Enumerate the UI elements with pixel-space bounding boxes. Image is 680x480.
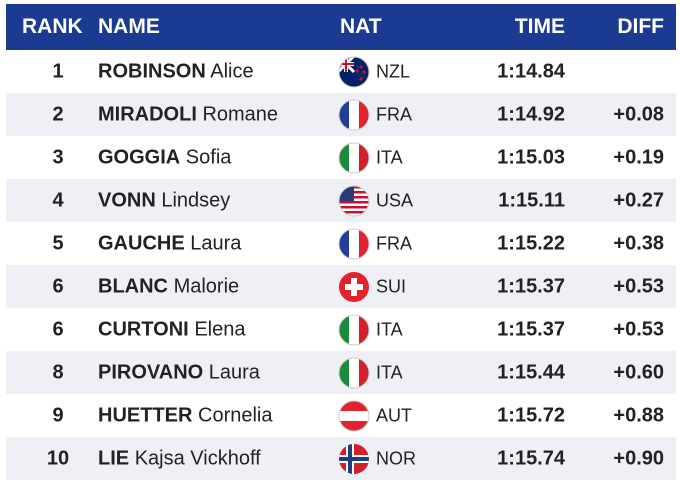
result-row: 1 ROBINSON Alice NZL 1:14.84 [6,50,676,93]
surname: GAUCHE [98,232,185,254]
athlete-name: GOGGIA Sofia [98,146,231,169]
time: 1:15.37 [497,275,565,297]
rank: 3 [52,146,64,168]
flag [338,443,370,475]
rank: 4 [52,189,64,211]
rank: 8 [52,361,64,383]
diff: +0.53 [613,318,664,340]
diff: +0.53 [613,275,664,297]
rank: 2 [52,103,64,125]
given-name: Kajsa Vickhoff [134,447,261,469]
time: 1:15.74 [497,447,565,469]
diff: +0.08 [613,103,664,125]
flag [338,142,370,174]
result-row: 6 CURTONI Elena ITA 1:15.37 +0.53 [6,308,676,351]
header-cell: NAME [98,15,160,38]
flag [338,99,370,131]
result-row: 5 GAUCHE Laura FRA 1:15.22 +0.38 [6,222,676,265]
flag [338,357,370,389]
given-name: Romane [202,103,279,125]
rank: 6 [52,275,64,297]
nation: NZL [376,61,411,81]
given-name: Cornelia [198,404,273,426]
rank: 6 [52,318,64,340]
diff: +0.60 [613,361,664,383]
nation: NOR [376,448,416,468]
given-name: Laura [190,232,242,254]
flag [338,56,370,88]
surname: GOGGIA [98,146,181,168]
flag [338,228,370,260]
diff: +0.90 [613,447,664,469]
nation: SUI [376,276,407,296]
time: 1:15.22 [497,232,565,254]
given-name: Sofia [185,146,232,168]
nation: ITA [376,362,403,382]
header-cell: DIFF [617,15,664,38]
nation: FRA [376,233,412,253]
result-row: 2 MIRADOLI Romane FRA 1:14.92 +0.08 [6,93,676,136]
flag [338,271,370,303]
result-row: 4 VONN Lindsey USA 1:15.11 +0.27 [6,179,676,222]
surname: MIRADOLI [98,103,197,125]
time: 1:15.37 [497,318,565,340]
time: 1:15.03 [497,146,565,168]
time: 1:14.84 [497,60,565,82]
header-cell: TIME [514,15,565,38]
result-row: 3 GOGGIA Sofia ITA 1:15.03 +0.19 [6,136,676,179]
surname: BLANC [98,275,168,297]
result-row: 10 LIE Kajsa Vickhoff NOR 1:15.74 +0.90 [6,437,676,480]
diff: +0.38 [613,232,664,254]
rank: 5 [52,232,64,254]
header-cell: NAT [340,15,382,38]
surname: LIE [98,447,130,469]
rank: 10 [46,447,70,469]
nation: USA [376,190,414,210]
header-row: RANK NAME NAT TIME DIFF [6,4,676,50]
nation: ITA [376,147,403,167]
surname: CURTONI [98,318,189,340]
time: 1:15.72 [497,404,565,426]
given-name: Malorie [173,275,240,297]
diff: +0.27 [613,189,664,211]
surname: HUETTER [98,404,193,426]
athlete-name: VONN Lindsey [98,189,230,212]
given-name: Elena [194,318,246,340]
athlete-name: CURTONI Elena [98,318,245,341]
athlete-name: GAUCHE Laura [98,232,241,255]
time: 1:15.44 [497,361,565,383]
rank: 9 [52,404,64,426]
surname: ROBINSON [98,60,206,82]
result-row: 8 PIROVANO Laura ITA 1:15.44 +0.60 [6,351,676,394]
athlete-name: HUETTER Cornelia [98,404,273,427]
nation: ITA [376,319,403,339]
surname: VONN [98,189,156,211]
athlete-name: ROBINSON Alice [98,60,254,83]
flag [338,314,370,346]
result-row: 6 BLANC Malorie SUI 1:15.37 +0.53 [6,265,676,308]
header-cell: RANK [22,15,83,38]
diff: +0.88 [613,404,664,426]
nation: FRA [376,104,412,124]
flag [338,185,370,217]
flag [338,400,370,432]
surname: PIROVANO [98,361,204,383]
given-name: Lindsey [161,189,231,211]
athlete-name: MIRADOLI Romane [98,103,278,126]
time: 1:14.92 [497,103,565,125]
athlete-name: BLANC Malorie [98,275,239,298]
nation: AUT [376,405,412,425]
rank: 1 [52,60,64,82]
given-name: Laura [208,361,260,383]
diff: +0.19 [613,146,664,168]
given-name: Alice [210,60,254,82]
athlete-name: PIROVANO Laura [98,361,260,384]
time: 1:15.11 [498,189,565,211]
athlete-name: LIE Kajsa Vickhoff [98,447,261,470]
result-row: 9 HUETTER Cornelia AUT 1:15.72 +0.88 [6,394,676,437]
